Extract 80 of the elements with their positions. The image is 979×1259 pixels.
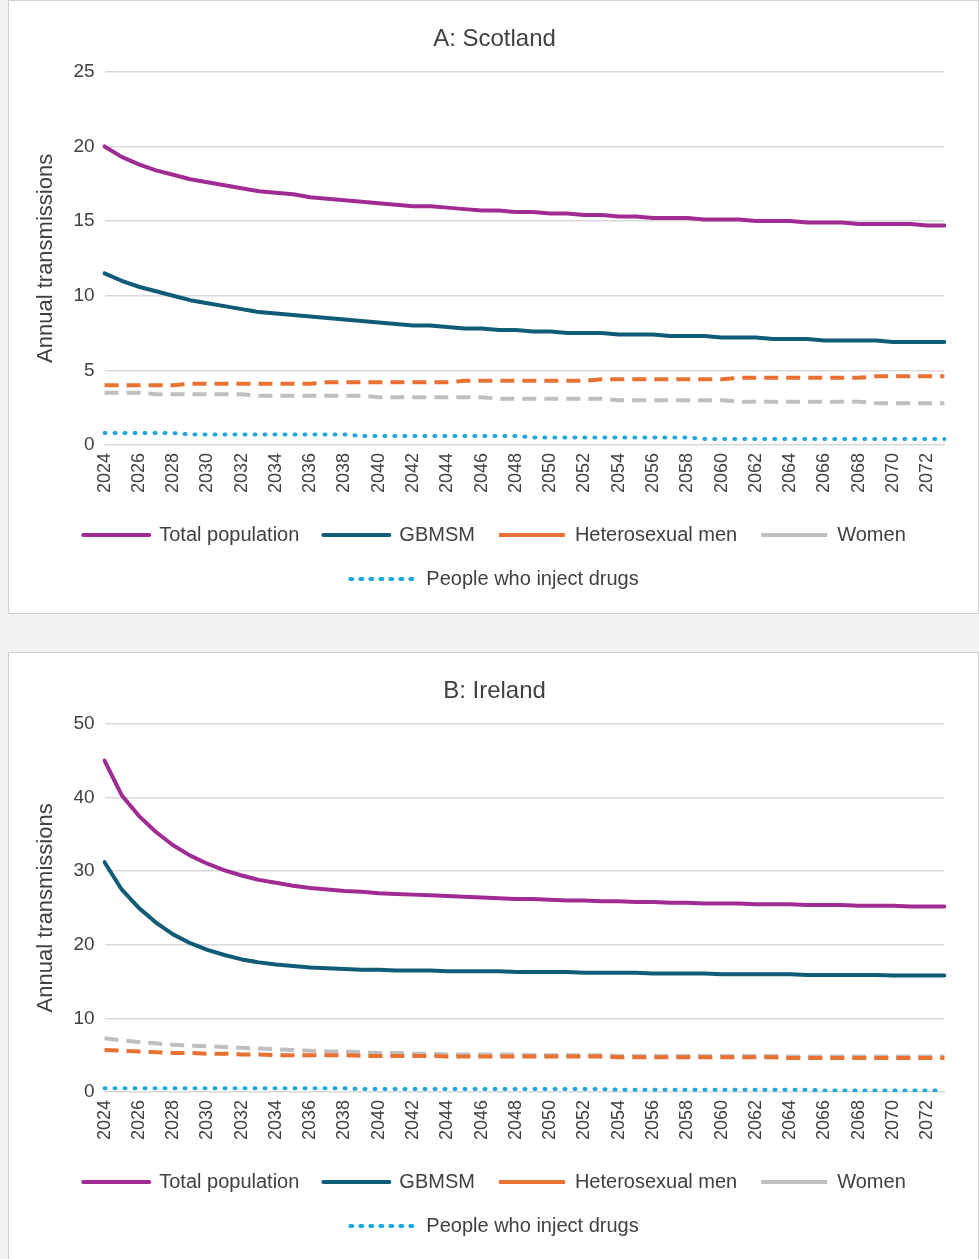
legend-label: GBMSM <box>399 1169 475 1192</box>
y-tick-label: 15 <box>73 209 95 231</box>
y-tick-label: 10 <box>73 1006 95 1028</box>
x-tick-label: 2042 <box>402 452 423 493</box>
x-tick-label: 2034 <box>264 452 285 493</box>
x-tick-label: 2028 <box>162 452 183 493</box>
x-tick-label: 2064 <box>779 1099 800 1140</box>
legend-label: Women <box>837 522 906 545</box>
x-tick-label: 2060 <box>710 452 731 493</box>
y-axis-title: Annual transmissions <box>32 153 58 363</box>
x-tick-label: 2050 <box>539 452 560 493</box>
x-tick-label: 2024 <box>93 1099 114 1140</box>
y-tick-label: 10 <box>73 283 95 305</box>
x-tick-label: 2068 <box>847 452 868 493</box>
x-tick-label: 2070 <box>881 1099 902 1140</box>
x-tick-label: 2026 <box>127 1099 148 1140</box>
line-series <box>102 1047 947 1061</box>
legend-label: Total population <box>159 1169 300 1192</box>
legend-label: People who inject drugs <box>426 566 639 589</box>
x-tick-label: 2036 <box>299 452 320 493</box>
y-axis-title: Annual transmissions <box>32 803 58 1013</box>
legend-label: Heterosexual men <box>574 1169 738 1192</box>
x-tick-label: 2024 <box>93 452 114 493</box>
y-tick-label: 50 <box>73 712 95 734</box>
x-tick-label: 2060 <box>710 1099 731 1140</box>
y-tick-label: 30 <box>73 859 95 881</box>
y-tick-label: 40 <box>73 785 95 807</box>
y-tick-label: 0 <box>83 433 95 455</box>
line-series <box>102 374 947 388</box>
x-tick-label: 2026 <box>127 452 148 493</box>
x-tick-label: 2030 <box>196 452 217 493</box>
x-tick-label: 2054 <box>607 452 628 493</box>
x-tick-label: 2072 <box>916 452 937 493</box>
x-tick-label: 2046 <box>470 452 491 493</box>
x-tick-label: 2040 <box>367 452 388 493</box>
x-tick-label: 2056 <box>641 452 662 493</box>
chart-title: B: Ireland <box>443 676 546 704</box>
x-tick-label: 2036 <box>299 1099 320 1140</box>
x-tick-label: 2050 <box>539 1099 560 1140</box>
x-tick-label: 2048 <box>504 1099 525 1140</box>
y-tick-label: 20 <box>73 134 95 156</box>
y-tick-label: 5 <box>83 358 95 380</box>
x-tick-label: 2038 <box>333 1099 354 1140</box>
x-tick-label: 2058 <box>676 1099 697 1140</box>
x-tick-label: 2032 <box>230 452 251 493</box>
x-tick-label: 2048 <box>504 452 525 493</box>
x-tick-label: 2044 <box>436 1099 457 1140</box>
x-tick-label: 2054 <box>607 1099 628 1140</box>
x-tick-label: 2044 <box>436 452 457 493</box>
x-tick-label: 2040 <box>367 1099 388 1140</box>
x-tick-label: 2066 <box>813 1099 834 1140</box>
legend-label: Women <box>837 1169 906 1192</box>
x-tick-label: 2046 <box>470 1099 491 1140</box>
x-tick-label: 2052 <box>573 452 594 493</box>
y-tick-label: 0 <box>83 1080 95 1102</box>
line-series <box>102 1036 947 1059</box>
x-tick-label: 2042 <box>402 1099 423 1140</box>
x-tick-label: 2032 <box>230 1099 251 1140</box>
y-tick-label: 25 <box>73 60 95 82</box>
x-tick-label: 2052 <box>573 1099 594 1140</box>
x-tick-label: 2062 <box>744 1099 765 1140</box>
x-tick-label: 2064 <box>779 452 800 493</box>
line-series <box>102 390 947 406</box>
x-tick-label: 2066 <box>813 452 834 493</box>
y-tick-label: 20 <box>73 932 95 954</box>
x-tick-label: 2034 <box>264 1099 285 1140</box>
x-tick-label: 2028 <box>162 1099 183 1140</box>
legend-label: People who inject drugs <box>426 1213 639 1236</box>
x-tick-label: 2056 <box>641 1099 662 1140</box>
x-tick-label: 2062 <box>744 452 765 493</box>
legend-label: Total population <box>159 522 300 545</box>
chart-title: A: Scotland <box>433 24 556 52</box>
legend-label: Heterosexual men <box>574 522 738 545</box>
x-tick-label: 2070 <box>881 452 902 493</box>
x-tick-label: 2058 <box>676 452 697 493</box>
x-tick-label: 2038 <box>333 452 354 493</box>
legend-label: GBMSM <box>399 522 475 545</box>
x-tick-label: 2072 <box>916 1099 937 1140</box>
x-tick-label: 2068 <box>847 1099 868 1140</box>
x-tick-label: 2030 <box>196 1099 217 1140</box>
